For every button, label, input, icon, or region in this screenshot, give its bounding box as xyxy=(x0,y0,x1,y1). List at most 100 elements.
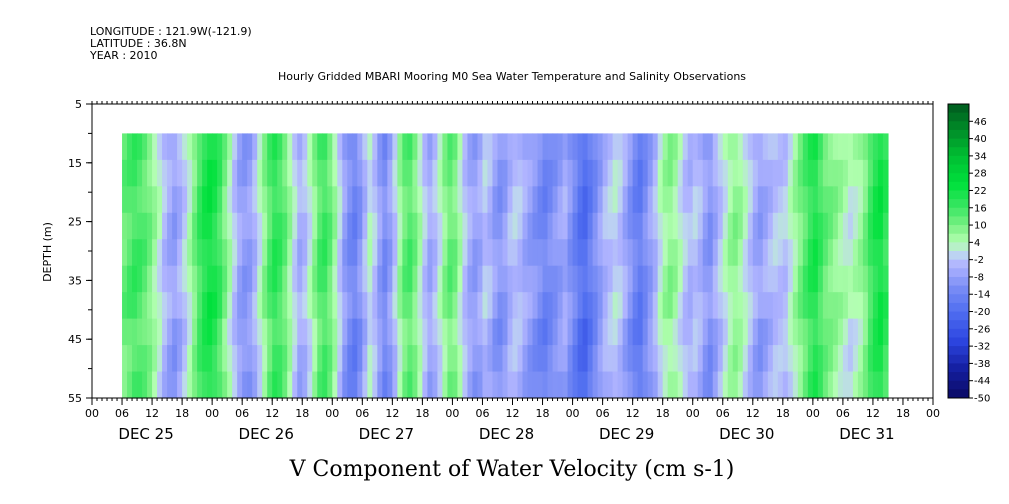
heatmap-cell xyxy=(367,371,373,399)
heatmap-cell xyxy=(137,345,143,373)
heatmap-cell xyxy=(337,265,343,293)
heatmap-cell xyxy=(677,292,684,320)
heatmap-cell xyxy=(637,318,644,346)
heatmap-cell xyxy=(557,239,564,267)
heatmap-cell xyxy=(572,292,579,320)
heatmap-cell xyxy=(692,133,699,161)
heatmap-cell xyxy=(407,159,413,187)
heatmap-cell xyxy=(227,318,233,346)
heatmap-cell xyxy=(182,345,188,373)
heatmap-cell xyxy=(437,212,444,240)
heatmap-cell xyxy=(727,265,734,293)
heatmap-cell xyxy=(457,265,464,293)
heatmap-cell xyxy=(482,318,489,346)
heatmap-cell xyxy=(677,133,684,161)
heatmap-cell xyxy=(837,159,844,187)
heatmap-cell xyxy=(122,239,128,267)
heatmap-cell xyxy=(272,239,278,267)
heatmap-cell xyxy=(847,212,854,240)
heatmap-cell xyxy=(717,159,724,187)
heatmap-cell xyxy=(262,345,268,373)
heatmap-cell xyxy=(842,292,849,320)
heatmap-cell xyxy=(127,212,133,240)
heatmap-cell xyxy=(362,318,368,346)
x-tick-label: 12 xyxy=(265,407,279,420)
heatmap-cell xyxy=(707,186,714,214)
colorbar-label: 22 xyxy=(974,186,987,197)
heatmap-cell xyxy=(222,318,228,346)
heatmap-cell xyxy=(567,345,574,373)
heatmap-cell xyxy=(487,345,494,373)
x-axis-label: V Component of Water Velocity (cm s-1) xyxy=(289,457,735,482)
heatmap-cell xyxy=(452,212,459,240)
heatmap-cell xyxy=(812,212,819,240)
heatmap-cell xyxy=(282,265,288,293)
heatmap-cell xyxy=(182,212,188,240)
heatmap-cell xyxy=(227,292,233,320)
heatmap-cell xyxy=(237,265,243,293)
heatmap-cell xyxy=(542,265,549,293)
x-day-label: DEC 31 xyxy=(839,425,894,443)
heatmap-cell xyxy=(697,159,704,187)
heatmap-cell xyxy=(487,239,494,267)
heatmap-cell xyxy=(602,345,609,373)
heatmap-cell xyxy=(612,186,619,214)
heatmap-cell xyxy=(332,239,338,267)
heatmap-cell xyxy=(162,371,168,399)
heatmap-cell xyxy=(177,345,183,373)
heatmap-cell xyxy=(202,239,208,267)
heatmap-cell xyxy=(682,318,689,346)
heatmap-cell xyxy=(837,345,844,373)
x-tick-label: 18 xyxy=(776,407,790,420)
heatmap-cell xyxy=(567,371,574,399)
heatmap-cell xyxy=(127,371,133,399)
heatmap-cell xyxy=(417,212,423,240)
heatmap-cell xyxy=(607,292,614,320)
heatmap-cell xyxy=(217,292,223,320)
heatmap-cell xyxy=(382,159,388,187)
heatmap-cell xyxy=(757,159,764,187)
heatmap-cell xyxy=(557,133,564,161)
heatmap-cell xyxy=(452,186,459,214)
heatmap-cell xyxy=(267,186,273,214)
heatmap-cell xyxy=(812,186,819,214)
heatmap-cell xyxy=(657,133,664,161)
heatmap-cell xyxy=(212,186,218,214)
heatmap-cell xyxy=(702,371,709,399)
heatmap-cell xyxy=(722,133,729,161)
heatmap-cell xyxy=(272,212,278,240)
heatmap-cell xyxy=(607,186,614,214)
heatmap-cell xyxy=(867,371,874,399)
heatmap-cell xyxy=(387,133,393,161)
heatmap-cell xyxy=(687,186,694,214)
heatmap-cell xyxy=(842,345,849,373)
heatmap-cell xyxy=(502,318,509,346)
heatmap-cell xyxy=(327,265,333,293)
heatmap-cell xyxy=(722,292,729,320)
heatmap-cell xyxy=(542,133,549,161)
heatmap-cell xyxy=(177,292,183,320)
heatmap-cell xyxy=(607,239,614,267)
heatmap-cell xyxy=(662,239,669,267)
heatmap-cell xyxy=(237,318,243,346)
heatmap-cell xyxy=(332,345,338,373)
heatmap-cell xyxy=(827,133,834,161)
heatmap-cell xyxy=(817,212,824,240)
colorbar-label: -44 xyxy=(974,376,990,387)
heatmap-cell xyxy=(357,345,363,373)
heatmap-cell xyxy=(407,239,413,267)
heatmap-cell xyxy=(777,265,784,293)
heatmap-cell xyxy=(862,371,869,399)
heatmap-cell xyxy=(832,265,839,293)
heatmap-cell xyxy=(667,159,674,187)
heatmap-cell xyxy=(792,345,799,373)
heatmap-cell xyxy=(597,265,604,293)
heatmap-cell xyxy=(357,133,363,161)
heatmap-cell xyxy=(202,345,208,373)
heatmap-cell xyxy=(617,345,624,373)
heatmap-cell xyxy=(812,318,819,346)
heatmap-cell xyxy=(552,212,559,240)
heatmap-cell xyxy=(367,292,373,320)
heatmap-cell xyxy=(492,239,499,267)
heatmap-cell xyxy=(312,159,318,187)
